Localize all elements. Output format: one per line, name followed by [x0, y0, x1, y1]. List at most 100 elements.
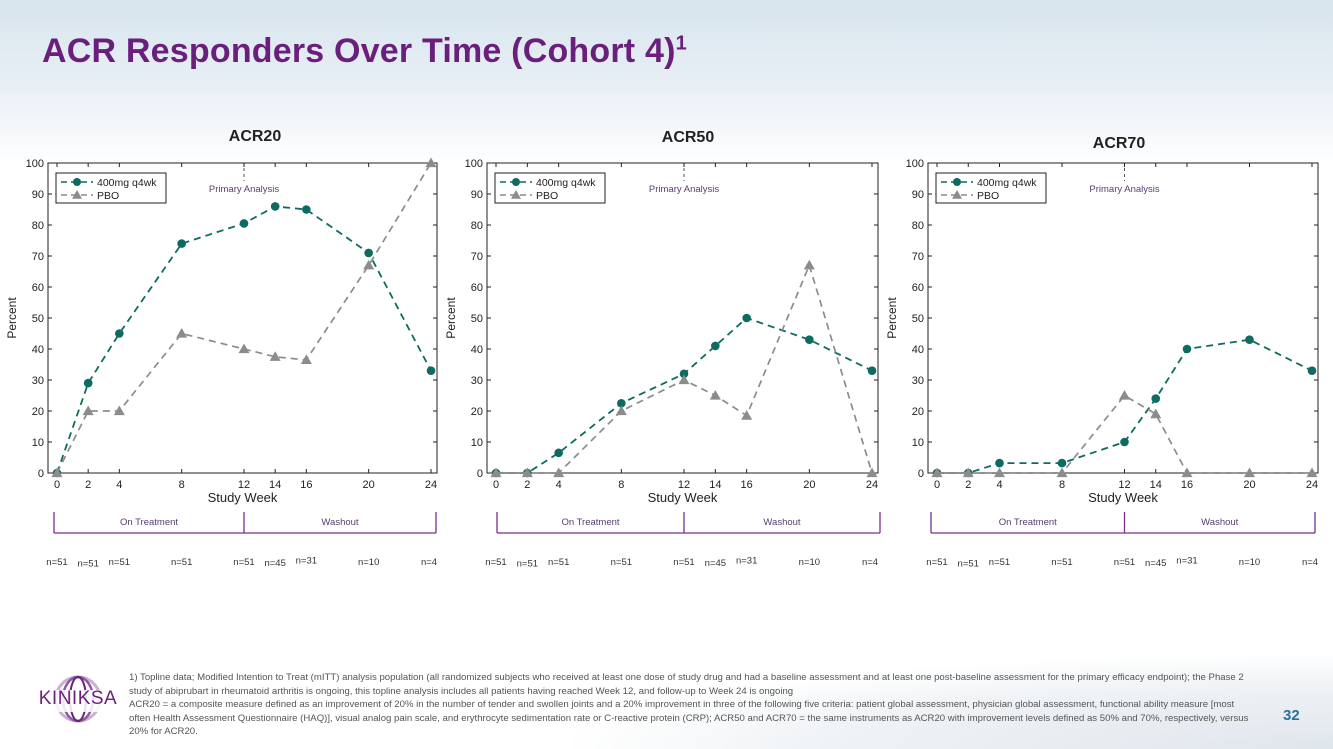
data-point-pbo [113, 405, 125, 416]
data-point-pbo [51, 467, 63, 478]
n-label: n=51 [673, 557, 694, 568]
legend-marker-pbo [952, 190, 962, 199]
data-point-400mg [1057, 458, 1067, 468]
n-label: n=51 [233, 557, 254, 568]
data-point-pbo [803, 259, 815, 270]
n-label: n=31 [1176, 556, 1197, 567]
chart-title: ACR20 [229, 128, 282, 145]
x-tick-label: 12 [678, 479, 690, 491]
y-tick-label: 40 [471, 344, 483, 356]
n-label: n=31 [296, 556, 317, 567]
x-tick-label: 8 [179, 479, 185, 491]
n-label: n=51 [517, 559, 538, 570]
x-tick-label: 2 [85, 479, 91, 491]
n-label: n=51 [611, 557, 632, 568]
data-point-400mg [364, 248, 373, 258]
period-label-washout: Washout [1201, 517, 1238, 528]
x-tick-label: 24 [425, 479, 437, 491]
data-point-pbo [962, 467, 974, 478]
data-point-400mg [742, 313, 751, 323]
data-point-pbo [1119, 390, 1130, 400]
data-point-pbo [1306, 467, 1318, 478]
data-point-400mg [1151, 394, 1161, 403]
primary-analysis-label: Primary Analysis [649, 184, 719, 195]
data-point-pbo [678, 374, 690, 385]
y-tick-label: 20 [912, 406, 924, 418]
data-point-pbo [1056, 467, 1068, 478]
n-label: n=51 [548, 557, 569, 568]
data-point-400mg [711, 341, 720, 351]
data-point-pbo [1244, 467, 1255, 478]
data-point-400mg [867, 366, 877, 376]
x-tick-label: 14 [709, 479, 721, 491]
y-tick-label: 90 [471, 189, 483, 201]
legend-marker-400mg [73, 178, 81, 186]
y-tick-label: 10 [471, 437, 483, 449]
legend-marker-pbo [511, 190, 521, 199]
kiniksa-logo: KINIKSA [38, 672, 118, 734]
y-tick-label: 30 [471, 375, 483, 387]
legend-marker-400mg [512, 178, 520, 186]
plot-frame [486, 162, 879, 474]
x-tick-label: 14 [269, 479, 281, 491]
x-tick-label: 16 [1181, 479, 1193, 491]
chart-title: ACR70 [1093, 135, 1146, 152]
y-tick-label: 80 [32, 220, 44, 232]
data-point-pbo [490, 467, 502, 478]
legend-label: PBO [536, 190, 558, 202]
x-tick-label: 20 [1243, 479, 1255, 491]
period-label-washout: Washout [763, 517, 800, 528]
logo-emblem-icon [52, 675, 104, 723]
x-tick-label: 0 [934, 479, 940, 491]
y-tick-label: 30 [32, 375, 44, 387]
slide-title: ACR Responders Over Time (Cohort 4)1 [42, 32, 687, 71]
n-label: n=45 [705, 558, 726, 569]
y-axis-label: Percent [5, 297, 19, 339]
period-label-washout: Washout [321, 517, 358, 528]
n-label: n=10 [358, 557, 379, 568]
data-point-pbo [866, 467, 878, 478]
y-tick-label: 80 [912, 220, 924, 232]
data-point-pbo [741, 410, 753, 420]
y-tick-label: 70 [32, 251, 44, 263]
n-label: n=51 [958, 559, 979, 570]
y-tick-label: 20 [471, 406, 483, 418]
n-label: n=51 [926, 557, 947, 568]
data-point-400mg [1307, 366, 1317, 376]
data-point-pbo [994, 467, 1005, 478]
y-tick-label: 60 [32, 282, 44, 294]
legend-label: PBO [977, 190, 999, 202]
period-label-on-treatment: On Treatment [561, 517, 619, 528]
data-point-pbo [300, 354, 312, 364]
y-tick-label: 40 [32, 344, 44, 356]
y-tick-label: 20 [32, 406, 44, 418]
n-label: n=51 [46, 557, 67, 568]
n-label: n=45 [1145, 558, 1166, 569]
n-label: n=31 [736, 556, 757, 567]
data-point-400mg [270, 202, 280, 211]
y-tick-label: 60 [912, 282, 924, 294]
title-footnote-marker: 1 [675, 32, 687, 55]
period-label-on-treatment: On Treatment [999, 517, 1057, 528]
n-label: n=4 [421, 557, 437, 568]
y-tick-label: 10 [912, 437, 924, 449]
y-axis-label: Percent [444, 297, 458, 339]
x-tick-label: 14 [1150, 479, 1162, 491]
data-point-pbo [931, 467, 943, 478]
footnote-1: 1) Topline data; Modified Intention to T… [129, 672, 1244, 697]
n-label: n=51 [171, 557, 192, 568]
x-tick-label: 12 [1118, 479, 1130, 491]
legend-label: 400mg q4wk [97, 177, 157, 189]
footnote: 1) Topline data; Modified Intention to T… [129, 671, 1249, 739]
series-line-pbo [937, 394, 1312, 474]
x-tick-label: 24 [866, 479, 878, 491]
plot-frame [927, 162, 1319, 474]
y-axis-label: Percent [885, 297, 899, 339]
data-point-400mg [83, 378, 93, 388]
n-label: n=51 [485, 557, 506, 568]
x-tick-label: 0 [493, 479, 499, 491]
x-tick-label: 2 [524, 479, 530, 491]
x-axis-label: Study Week [1088, 490, 1158, 505]
